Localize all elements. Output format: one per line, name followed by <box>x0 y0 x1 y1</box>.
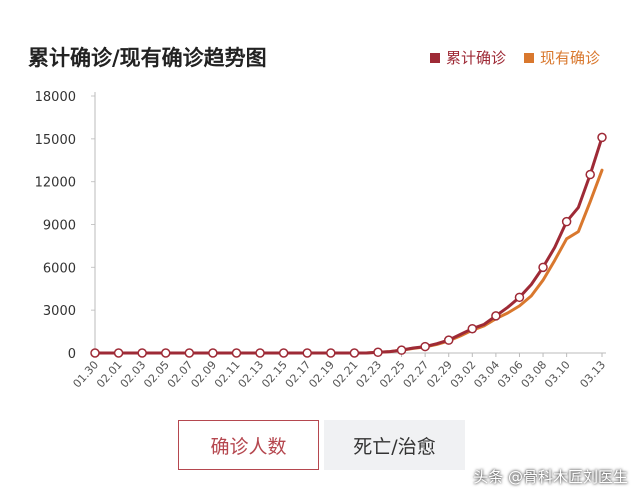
x-tick-label: 02.21 <box>330 358 361 390</box>
legend-swatch-current <box>523 52 534 63</box>
tab-death-recovered[interactable]: 死亡/治愈 <box>324 420 465 470</box>
x-tick-label: 03.10 <box>542 358 573 390</box>
data-point-marker <box>373 347 383 358</box>
data-point-marker <box>467 323 478 334</box>
x-tick-label: 02.27 <box>401 358 432 390</box>
x-tick-label: 02.25 <box>377 358 408 390</box>
data-point-marker <box>302 348 312 358</box>
chart-title: 累计确诊/现有确诊趋势图 <box>28 46 267 70</box>
x-tick-label: 02.23 <box>353 358 384 390</box>
x-tick-label: 02.17 <box>283 358 314 390</box>
x-tick-label: 03.08 <box>519 358 550 390</box>
data-point-marker <box>231 348 242 358</box>
x-tick-label: 02.07 <box>165 358 196 390</box>
data-point-marker <box>90 348 100 358</box>
x-tick-label: 02.03 <box>118 358 149 390</box>
tab-confirmed-count[interactable]: 确诊人数 <box>178 420 319 470</box>
x-tick-label: 02.01 <box>94 358 125 390</box>
watermark: 头条 @骨科木匠刘医生 <box>473 468 628 486</box>
data-point-marker <box>396 345 407 355</box>
x-tick-label: 02.05 <box>141 358 172 390</box>
legend-label-current: 现有确诊 <box>539 49 600 67</box>
data-point-marker <box>514 292 525 303</box>
data-point-marker <box>597 132 607 143</box>
x-tick-label: 02.09 <box>188 358 219 390</box>
x-tick-label: 03.04 <box>471 358 502 390</box>
x-tick-label: 02.19 <box>306 358 337 390</box>
data-point-marker <box>184 348 195 358</box>
x-tick-label: 02.29 <box>424 358 455 390</box>
x-tick-label: 03.02 <box>448 358 479 390</box>
y-tick-label: 9000 <box>43 219 76 234</box>
data-point-marker <box>561 216 572 227</box>
data-point-marker <box>349 348 360 358</box>
data-point-marker <box>585 169 595 180</box>
legend-item-cumulative[interactable]: 累计确诊 <box>429 47 506 68</box>
data-point-marker <box>420 341 430 352</box>
data-point-marker <box>113 348 124 358</box>
data-point-marker <box>208 348 218 358</box>
line-chart: 030006000900012000150001800001.3002.0102… <box>35 90 609 390</box>
series-line-current <box>93 168 604 355</box>
data-point-marker <box>538 262 548 273</box>
data-point-marker <box>278 348 289 358</box>
x-tick-label: 03.06 <box>495 358 526 390</box>
data-point-marker <box>326 348 336 358</box>
legend: 累计确诊 现有确诊 <box>429 47 600 68</box>
x-tick-label: 01.30 <box>70 358 101 390</box>
legend-item-current[interactable]: 现有确诊 <box>523 47 600 68</box>
y-tick-label: 12000 <box>35 176 76 191</box>
data-point-marker <box>491 311 501 321</box>
x-tick-label: 02.11 <box>212 358 243 390</box>
data-point-marker <box>160 348 171 358</box>
y-tick-label: 6000 <box>43 261 76 276</box>
series-line-cumulative <box>93 135 604 355</box>
data-point-marker <box>137 348 147 358</box>
y-tick-label: 0 <box>68 347 76 362</box>
x-tick-label: 03.13 <box>577 358 608 390</box>
data-point-marker <box>255 348 265 358</box>
y-tick-label: 3000 <box>43 304 76 319</box>
legend-label-cumulative: 累计确诊 <box>445 49 506 67</box>
y-tick-label: 18000 <box>35 90 76 105</box>
legend-swatch-cumulative <box>429 52 440 63</box>
data-point-marker <box>443 335 454 345</box>
y-tick-label: 15000 <box>35 133 76 148</box>
x-tick-label: 02.15 <box>259 358 290 390</box>
x-tick-label: 02.13 <box>236 358 267 390</box>
